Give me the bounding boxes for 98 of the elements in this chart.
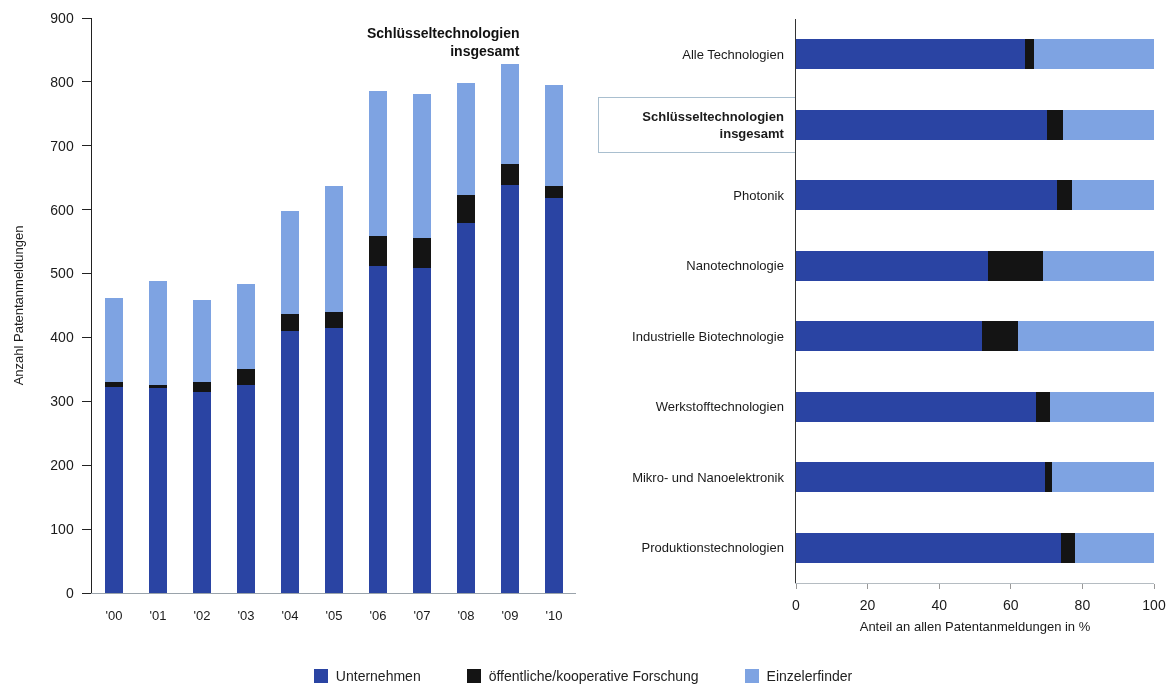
bar — [1062, 109, 1154, 140]
bar — [544, 186, 564, 199]
bar — [456, 83, 476, 195]
x-tick-label: 60 — [1003, 596, 1019, 613]
bar — [324, 186, 344, 312]
x-tick-label: 100 — [1142, 596, 1166, 613]
bar — [368, 265, 388, 593]
bar — [1035, 391, 1051, 422]
bar — [1051, 462, 1154, 493]
bar — [192, 300, 212, 383]
bar — [148, 281, 168, 386]
bar — [500, 64, 520, 165]
bar — [192, 382, 212, 392]
x-tick-label: '04 — [281, 607, 299, 623]
bar — [104, 387, 124, 593]
bar — [324, 311, 344, 328]
bar — [796, 39, 1026, 70]
x-tick-label: '08 — [457, 607, 475, 623]
bar — [1043, 250, 1154, 281]
y-tick-label: Schlüsseltechnologien insgesamt — [642, 108, 785, 141]
bar — [796, 109, 1047, 140]
bar — [280, 331, 300, 593]
x-tick-label: 40 — [931, 596, 948, 613]
y-tick-label: Nanotechnologie — [686, 258, 784, 274]
bar — [104, 297, 124, 383]
x-tick-label: '07 — [413, 607, 431, 623]
bar — [1025, 39, 1035, 70]
y-tick-label: Werkstofftechnologien — [655, 399, 784, 415]
bar — [192, 391, 212, 593]
bar — [368, 90, 388, 236]
y-tick-label: 900 — [50, 9, 74, 26]
x-tick-label: '02 — [193, 607, 211, 623]
y-tick-label: Produktionstechnologien — [641, 540, 784, 556]
bar — [1050, 391, 1154, 422]
bar — [796, 391, 1036, 422]
bar — [796, 462, 1045, 493]
bar — [1034, 39, 1154, 70]
legend-label: Unternehmen — [335, 668, 421, 684]
bar — [104, 382, 124, 388]
bar — [412, 94, 432, 238]
bar — [324, 327, 344, 593]
bar — [982, 321, 1018, 352]
x-axis-title: Anteil an allen Patentanmeldungen in % — [859, 619, 1091, 635]
y-tick-label: 800 — [50, 73, 74, 90]
y-tick-label: Mikro- und Nanoelektronik — [632, 469, 785, 485]
bar — [456, 223, 476, 593]
y-tick-label: 500 — [50, 265, 74, 282]
legend-label: öffentliche/kooperative Forschung — [488, 668, 699, 684]
x-tick-label: '10 — [545, 607, 563, 623]
bar — [456, 194, 476, 224]
bar — [796, 532, 1061, 563]
bar — [368, 235, 388, 266]
y-tick-label: Alle Technologien — [682, 46, 784, 62]
y-tick-label: 200 — [50, 457, 74, 474]
bar — [236, 369, 256, 385]
bar — [544, 198, 564, 593]
bar — [796, 180, 1058, 211]
bar — [500, 184, 520, 593]
x-tick-label: '00 — [105, 607, 123, 623]
bar — [1044, 462, 1052, 493]
bar — [236, 283, 256, 370]
bar — [412, 267, 432, 593]
x-tick-label: 20 — [859, 596, 876, 613]
bar — [1017, 321, 1154, 352]
bar — [412, 237, 432, 268]
bar — [796, 250, 988, 281]
bar — [987, 250, 1044, 281]
y-tick-label: 600 — [50, 201, 74, 218]
bar — [1057, 180, 1072, 211]
y-tick-label: 700 — [50, 137, 74, 154]
bar — [280, 210, 300, 314]
bar — [148, 385, 168, 388]
bar — [1060, 532, 1076, 563]
x-tick-label: '01 — [149, 607, 167, 623]
bar — [148, 387, 168, 593]
bar — [796, 321, 983, 352]
x-tick-label: 80 — [1074, 596, 1091, 613]
y-tick-label: Photonik — [733, 187, 785, 203]
x-tick-label: '09 — [501, 607, 519, 623]
x-tick-label: 0 — [792, 596, 801, 613]
x-tick-label: '03 — [237, 607, 255, 623]
x-tick-label: '05 — [325, 607, 343, 623]
legend-label: Einzelerfinder — [766, 668, 853, 684]
x-tick-label: '06 — [369, 607, 387, 623]
y-tick-label: 300 — [50, 393, 74, 410]
bar — [1046, 109, 1063, 140]
y-tick-label: 100 — [50, 521, 74, 538]
bar — [280, 313, 300, 332]
y-axis-title: Anzahl Patentanmeldungen — [10, 225, 26, 386]
y-tick-label: 0 — [65, 584, 74, 601]
y-tick-label: Industrielle Biotechnologie — [632, 328, 784, 344]
bar — [236, 384, 256, 593]
bar — [1075, 532, 1154, 563]
text: Schlüsseltechnologien insgesamt — [367, 25, 520, 60]
bar — [544, 85, 564, 187]
y-tick-label: 400 — [50, 329, 74, 346]
bar — [500, 164, 520, 185]
bar — [1071, 180, 1154, 211]
